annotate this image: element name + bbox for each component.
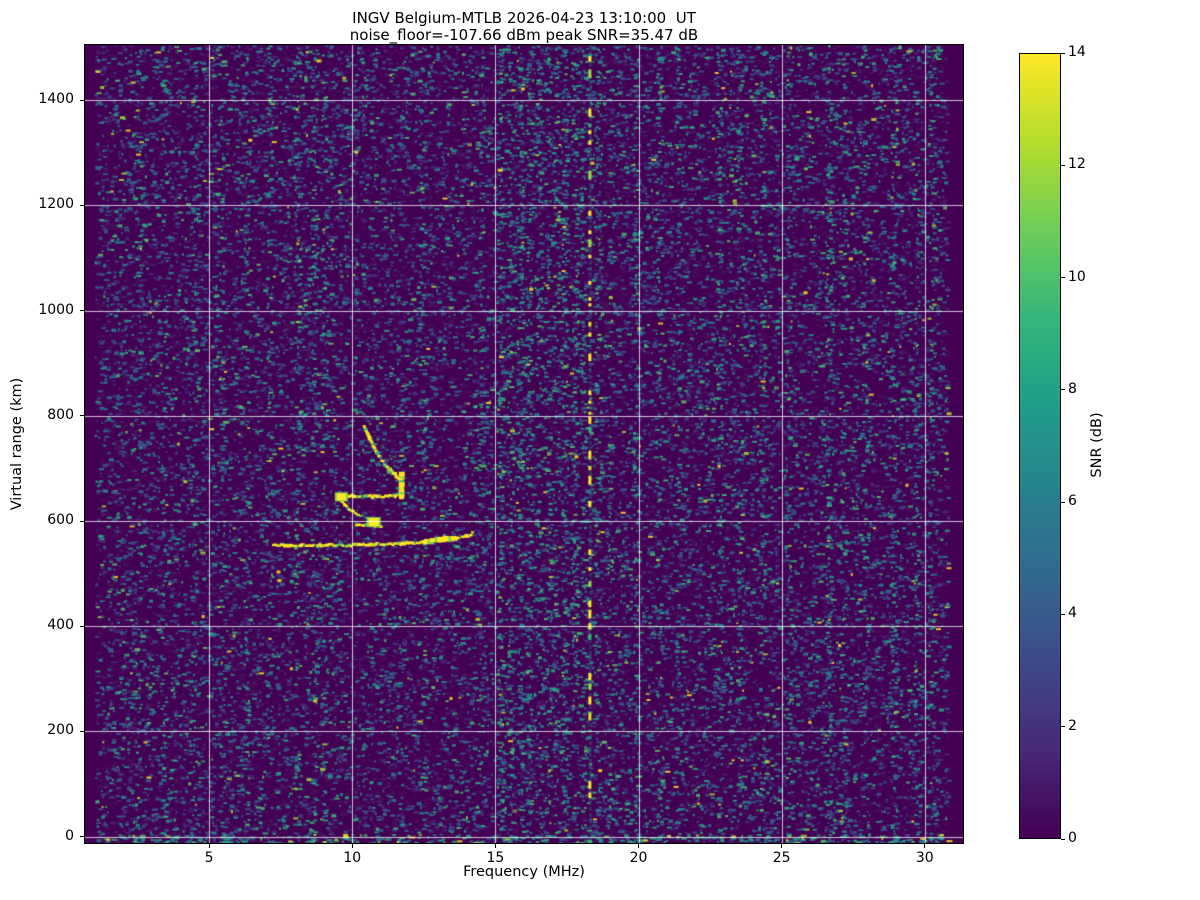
x-tick-label: 10 bbox=[343, 850, 362, 866]
colorbar bbox=[1019, 53, 1061, 839]
colorbar-tick-label: 8 bbox=[1068, 380, 1077, 397]
chart-title: INGV Belgium-MTLB 2026-04-23 13:10:00 UT bbox=[352, 9, 696, 27]
y-tick-label: 200 bbox=[47, 722, 74, 739]
colorbar-tick-mark bbox=[1061, 726, 1065, 728]
y-tick-label: 800 bbox=[47, 406, 74, 423]
y-tick-mark bbox=[80, 520, 84, 522]
x-axis-label: Frequency (MHz) bbox=[463, 864, 585, 880]
ionogram-heatmap-canvas bbox=[85, 45, 963, 843]
colorbar-tick-mark bbox=[1061, 164, 1065, 166]
x-tick-mark bbox=[924, 844, 926, 848]
y-tick-label: 1400 bbox=[38, 91, 74, 108]
y-tick-label: 1200 bbox=[38, 196, 74, 213]
x-tick-mark bbox=[351, 844, 353, 848]
y-tick-mark bbox=[80, 310, 84, 312]
y-tick-label: 0 bbox=[65, 827, 74, 844]
x-tick-mark bbox=[781, 844, 783, 848]
y-tick-mark bbox=[80, 730, 84, 732]
x-tick-label: 20 bbox=[629, 850, 648, 866]
y-axis-label: Virtual range (km) bbox=[9, 377, 25, 511]
x-tick-label: 5 bbox=[204, 850, 214, 866]
y-tick-mark bbox=[80, 836, 84, 838]
colorbar-tick-label: 4 bbox=[1068, 605, 1077, 622]
x-tick-label: 25 bbox=[772, 850, 791, 866]
y-tick-label: 400 bbox=[47, 617, 74, 634]
colorbar-tick-mark bbox=[1061, 52, 1065, 54]
colorbar-tick-mark bbox=[1061, 277, 1065, 279]
plot-area bbox=[84, 44, 964, 844]
x-tick-mark bbox=[208, 844, 210, 848]
chart-subtitle: noise_floor=-107.66 dBm peak SNR=35.47 d… bbox=[349, 26, 699, 44]
colorbar-tick-label: 10 bbox=[1068, 268, 1086, 285]
x-tick-mark bbox=[638, 844, 639, 848]
colorbar-tick-label: 12 bbox=[1068, 156, 1086, 173]
colorbar-tick-label: 6 bbox=[1068, 493, 1077, 510]
colorbar-tick-mark bbox=[1061, 838, 1065, 840]
colorbar-tick-mark bbox=[1061, 501, 1065, 503]
colorbar-gradient bbox=[1020, 54, 1060, 838]
y-tick-label: 1000 bbox=[38, 301, 74, 318]
y-tick-mark bbox=[80, 415, 84, 417]
colorbar-label: SNR (dB) bbox=[1089, 412, 1105, 478]
x-tick-mark bbox=[494, 844, 496, 848]
colorbar-tick-label: 2 bbox=[1068, 717, 1077, 734]
y-tick-label: 600 bbox=[47, 512, 74, 529]
y-tick-mark bbox=[80, 625, 84, 627]
x-tick-label: 15 bbox=[486, 850, 505, 866]
colorbar-tick-label: 0 bbox=[1068, 830, 1077, 846]
y-tick-mark bbox=[80, 204, 84, 206]
y-tick-mark bbox=[80, 99, 84, 101]
colorbar-tick-mark bbox=[1061, 613, 1065, 615]
x-tick-label: 30 bbox=[915, 850, 934, 866]
colorbar-tick-mark bbox=[1061, 389, 1065, 391]
colorbar-tick-label: 14 bbox=[1068, 44, 1086, 60]
